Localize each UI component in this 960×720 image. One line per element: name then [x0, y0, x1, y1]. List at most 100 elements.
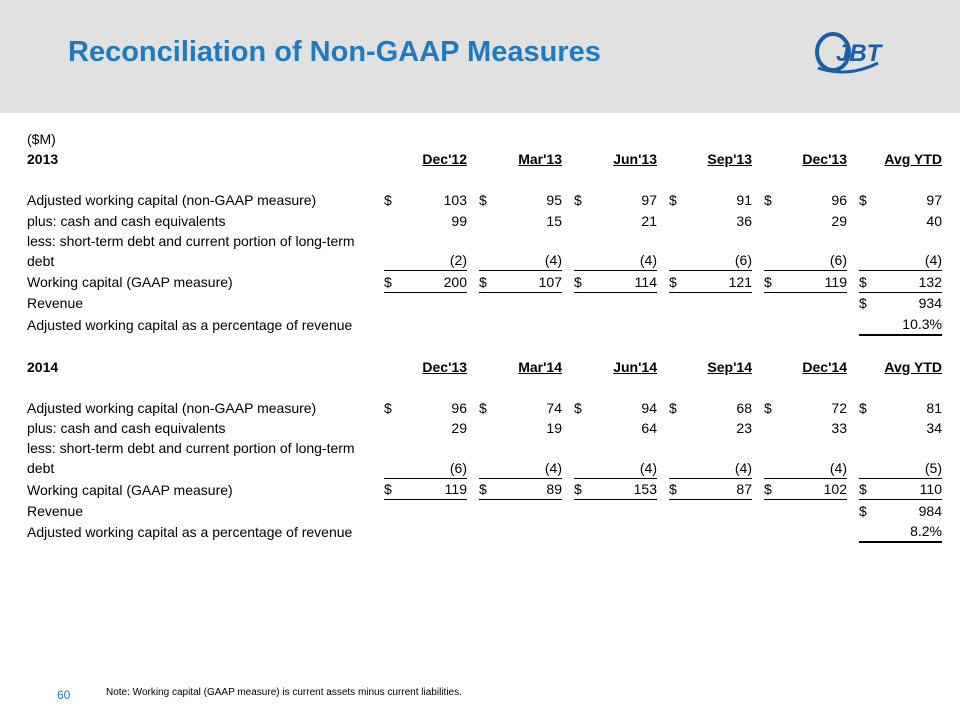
row-label: Working capital (GAAP measure): [27, 481, 233, 498]
gap-cell: [372, 292, 384, 313]
cell-value: 110: [877, 478, 942, 500]
gap-cell: [752, 438, 764, 478]
spacer-row: [27, 377, 942, 398]
gap-cell: [657, 271, 669, 293]
currency-sign: $: [859, 502, 867, 519]
cell-value: (4): [782, 438, 847, 479]
cell-value: 934: [918, 295, 942, 311]
cell-value: (4): [592, 438, 657, 479]
section-header-row: 2014 Dec'13 Mar'14 Jun'14 Sep'14 Dec'14 Avg YT…: [27, 356, 942, 377]
currency-sign: $: [479, 270, 497, 293]
spacer-row: [27, 169, 942, 190]
empty-cell: [574, 500, 592, 521]
sign-cell: [384, 210, 402, 231]
gap-cell: [847, 478, 859, 500]
currency-sign: $: [384, 399, 392, 416]
gap-cell: [657, 292, 669, 313]
cell-value: 132: [877, 270, 942, 293]
empty-cell: [384, 500, 402, 521]
cell-value: 96: [451, 399, 467, 416]
gap-cell: [562, 231, 574, 271]
gap-cell: [467, 210, 479, 231]
gap-cell: [847, 271, 859, 293]
cell-value: (6): [782, 230, 847, 271]
currency-sign: $: [764, 399, 772, 416]
cell-value: 74: [546, 399, 562, 416]
gap-cell: [467, 313, 479, 335]
empty-cell: [687, 500, 752, 521]
cell-value: 87: [687, 478, 752, 500]
empty-cell: [479, 292, 497, 313]
gap-cell: [467, 478, 479, 500]
gap-cell: [657, 478, 669, 500]
empty-cell: [782, 313, 847, 335]
gap-cell: [752, 500, 764, 521]
empty-cell: [782, 292, 847, 313]
cell-value: 91: [736, 192, 752, 208]
cell-value: 94: [641, 399, 657, 416]
cell-value: 8.2%: [877, 520, 942, 543]
gap-cell: [847, 313, 859, 335]
gap-cell: [372, 313, 384, 335]
currency-sign: $: [574, 192, 582, 208]
empty-cell: [687, 292, 752, 313]
gap-cell: [657, 210, 669, 231]
cell-value: (6): [402, 438, 467, 479]
table-row: Adjusted working capital as a percentage…: [27, 520, 942, 543]
cell-value: 97: [926, 192, 942, 208]
empty-cell: [402, 313, 467, 335]
gap-cell: [467, 500, 479, 521]
gap-cell: [467, 438, 479, 478]
table-row: Working capital (GAAP measure) $119 $89 $15…: [27, 478, 942, 500]
spacer-cell: [27, 169, 942, 190]
slide-title: Reconciliation of Non-GAAP Measures: [68, 36, 601, 68]
gap-cell: [562, 397, 574, 418]
empty-cell: [764, 313, 782, 335]
cell-value: 200: [402, 270, 467, 293]
empty-cell: [479, 500, 497, 521]
column-header: Sep'13: [707, 151, 752, 167]
cell-value: 95: [546, 192, 562, 208]
gap-cell: [847, 356, 859, 377]
column-header: Avg YTD: [884, 358, 942, 375]
gap-cell: [752, 356, 764, 377]
currency-sign: $: [479, 192, 487, 208]
sign-cell: [574, 438, 592, 479]
empty-cell: [497, 500, 562, 521]
cell-value: 10.3%: [877, 313, 942, 336]
cell-value: 984: [918, 502, 942, 519]
gap-cell: [467, 190, 479, 211]
cell-value: 97: [641, 192, 657, 208]
gap-cell: [847, 190, 859, 211]
spacer-row: [27, 335, 942, 357]
gap-cell: [562, 438, 574, 478]
column-header: Mar'13: [518, 151, 562, 167]
sign-cell: [859, 520, 877, 543]
row-label: Revenue: [27, 502, 84, 519]
row-label: less: short-term debt and current portio…: [27, 440, 355, 476]
cell-value: 102: [782, 478, 847, 500]
sign-cell: [479, 418, 497, 439]
table-row: Revenue $984: [27, 500, 942, 521]
empty-cell: [782, 500, 847, 521]
gap-cell: [657, 190, 669, 211]
gap-cell: [372, 231, 384, 271]
row-label: Working capital (GAAP measure): [27, 274, 233, 290]
empty-cell: [669, 313, 687, 335]
sign-cell: [384, 418, 402, 439]
gap-cell: [847, 292, 859, 313]
table-row: less: short-term debt and current portio…: [27, 230, 942, 271]
currency-sign: $: [669, 270, 687, 293]
row-label: less: short-term debt and current portio…: [27, 232, 355, 269]
gap-cell: [847, 397, 859, 418]
gap-cell: [372, 418, 384, 439]
sign-cell: [669, 438, 687, 479]
row-label: Adjusted working capital as a percentage…: [27, 524, 353, 540]
empty-cell: [384, 313, 402, 335]
column-header: Mar'14: [518, 358, 562, 375]
logo-text: JBT: [836, 40, 884, 67]
gap-cell: [752, 397, 764, 418]
header-band: [0, 0, 960, 113]
gap-cell: [372, 438, 384, 478]
gap-cell: [657, 397, 669, 418]
